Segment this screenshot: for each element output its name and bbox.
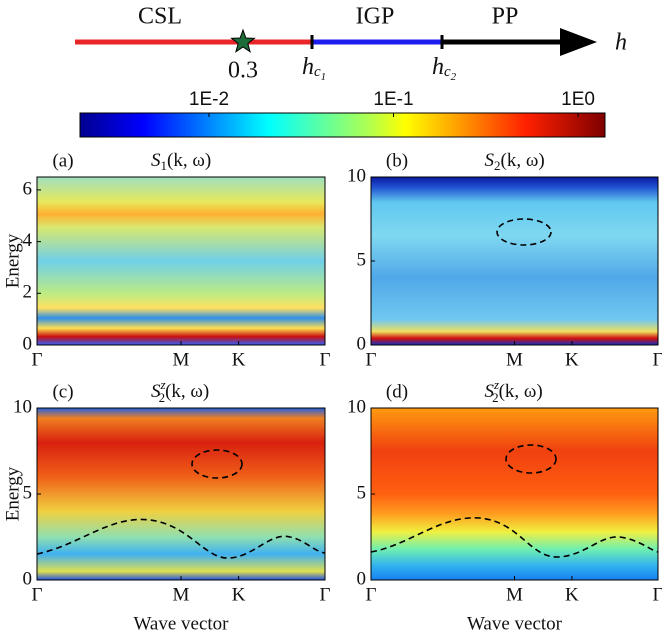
y-tick-label: 10: [13, 396, 32, 417]
x-axis-label: Wave vector: [134, 613, 230, 634]
x-tick-label: M: [173, 584, 190, 605]
symbol: h: [302, 54, 314, 80]
y-tick-label: 0: [23, 568, 33, 589]
x-tick-label: K: [232, 349, 246, 370]
heatmap-image: [36, 176, 326, 346]
panel-title: Sz 2(k, ω): [151, 377, 209, 405]
y-tick-label: 10: [347, 396, 366, 417]
x-tick-label: Γ: [32, 349, 43, 370]
symbol: h: [432, 54, 444, 80]
heatmap-image: [370, 407, 659, 581]
colorbar-tick-label: 1E-2: [189, 89, 229, 110]
panel-title: S1(k, ω): [151, 150, 211, 173]
title-args: (k, ω): [167, 150, 211, 171]
title-sup: z: [493, 377, 499, 392]
phase-label: IGP: [356, 4, 395, 30]
marker-label: 0.3: [228, 58, 258, 84]
x-tick-label: Γ: [366, 584, 377, 605]
heatmap-image: [370, 176, 659, 346]
y-tick-label: 5: [23, 482, 33, 503]
x-tick-label: Γ: [32, 584, 43, 605]
x-tick-label: Γ: [653, 584, 662, 605]
panel-label: (d): [386, 381, 408, 402]
subsub: 2: [451, 71, 457, 83]
x-tick-label: M: [506, 584, 523, 605]
x-tick-label: Γ: [366, 349, 377, 370]
y-tick-label: 6: [23, 178, 33, 199]
y-tick-label: 5: [357, 482, 367, 503]
panel-title: S2(k, ω): [485, 150, 545, 173]
highlight-ellipse: [191, 449, 243, 479]
highlight-ellipse: [496, 218, 552, 246]
title-base: S: [485, 381, 495, 402]
y-axis-label: Energy: [2, 233, 23, 288]
boundary-label: hc2: [432, 54, 457, 83]
y-tick-label: 0: [357, 333, 367, 354]
dashed-curve: [36, 518, 326, 559]
dashed-curve: [370, 517, 659, 558]
title-sup: z: [160, 377, 166, 392]
y-tick-label: 5: [357, 249, 367, 270]
arrow-head: [560, 28, 597, 56]
x-tick-label: K: [565, 349, 579, 370]
overlays: [36, 218, 659, 559]
title-sub: 1: [161, 158, 168, 173]
panel-label: (a): [52, 150, 73, 171]
title-args: (k, ω): [499, 381, 543, 402]
highlight-ellipse: [505, 444, 557, 474]
x-axis-label: Wave vector: [467, 613, 563, 634]
sub: c: [444, 64, 451, 80]
sub: c: [314, 64, 321, 80]
title-base: S: [151, 150, 161, 171]
boundary-label: hc1: [302, 54, 326, 83]
x-tick-label: K: [232, 584, 246, 605]
x-tick-label: K: [565, 584, 579, 605]
subsub: 1: [321, 71, 327, 83]
marker-star: [230, 28, 256, 53]
title-base: S: [485, 150, 495, 171]
y-tick-label: 4: [23, 230, 33, 251]
y-tick-label: 10: [347, 165, 366, 186]
colorbar-tick-label: 1E-1: [373, 89, 413, 110]
x-tick-label: Γ: [320, 584, 331, 605]
panel-label: (b): [386, 150, 408, 171]
title-base: S: [151, 381, 161, 402]
title-sub: 2: [494, 158, 501, 173]
x-tick-label: Γ: [320, 349, 331, 370]
heatmap-image: [36, 407, 326, 581]
y-tick-label: 0: [357, 568, 367, 589]
title-args: (k, ω): [165, 381, 209, 402]
colorbar: [79, 112, 606, 138]
x-tick-label: M: [173, 349, 190, 370]
panel-title: Sz 2(k, ω): [485, 377, 543, 405]
x-tick-label: M: [506, 349, 523, 370]
title-sub: 2: [492, 390, 499, 405]
phase-label: CSL: [138, 4, 182, 30]
y-axis-label: Energy: [2, 466, 23, 521]
y-tick-label: 2: [23, 282, 33, 303]
axis-label: h: [615, 30, 627, 56]
y-tick-label: 0: [23, 333, 33, 354]
panel-label: (c): [52, 381, 73, 402]
x-tick-label: Γ: [653, 349, 662, 370]
title-args: (k, ω): [501, 150, 545, 171]
colorbar-tick-label: 1E0: [561, 89, 595, 110]
title-sub: 2: [159, 390, 166, 405]
phase-label: PP: [492, 4, 519, 30]
